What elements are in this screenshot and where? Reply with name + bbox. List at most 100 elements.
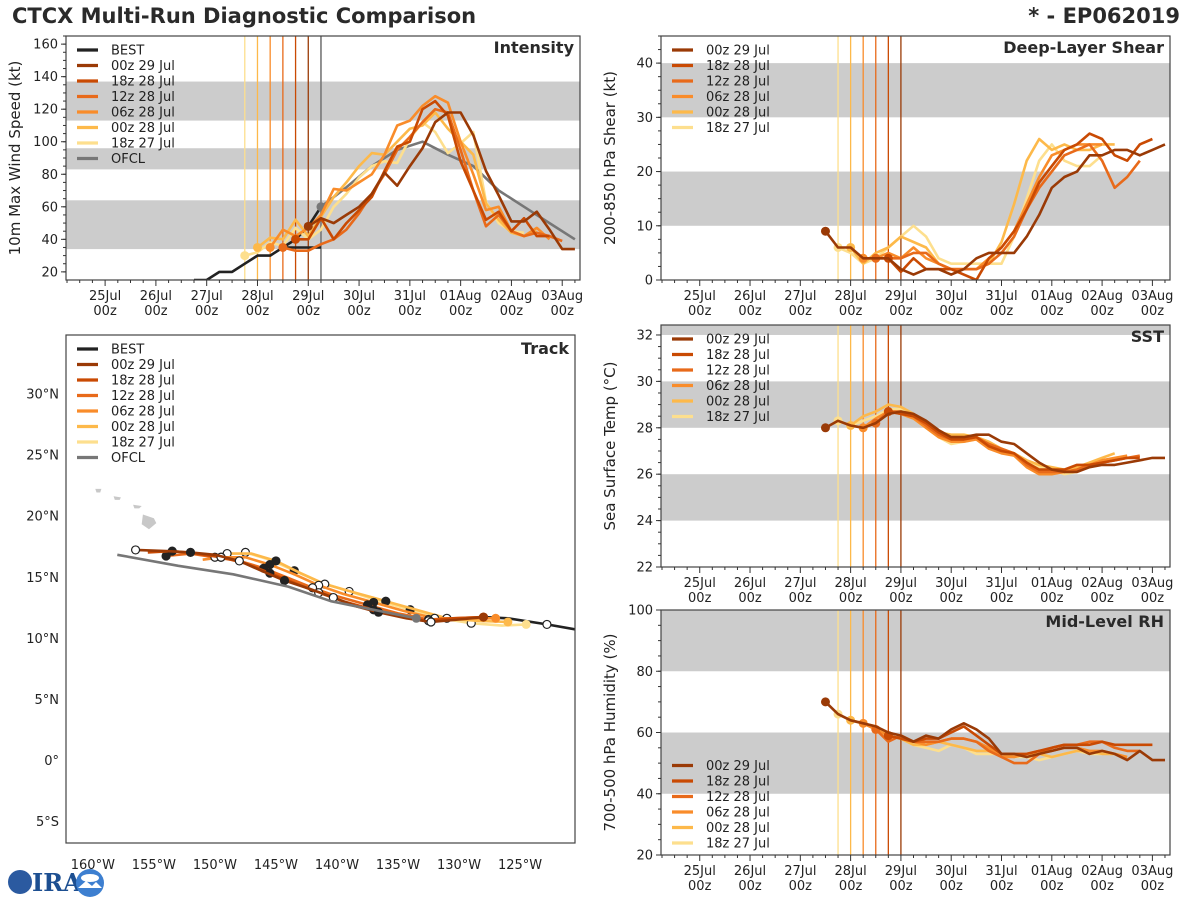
shaded-band	[66, 148, 580, 170]
legend-label: 18z 27 Jul	[706, 410, 770, 425]
y-tick-label: 80	[636, 665, 653, 680]
land-kauai	[95, 488, 102, 493]
y-tick-label: 80	[41, 168, 58, 183]
panel-title: Track	[521, 339, 569, 358]
panel-shear: 0 10 20 30 40 25Jul 00z 26Jul 00z 27Jul 00z 28Jul 00…	[601, 35, 1173, 319]
legend-label: 18z 28 Jul	[706, 775, 770, 790]
init-marker	[278, 242, 288, 252]
x-tick-label: 25Jul 00z	[684, 864, 716, 894]
x-tick-label: 29Jul 00z	[292, 289, 324, 319]
y-tick-label: 5°S	[36, 815, 59, 830]
x-tick-label: 31Jul 00z	[985, 576, 1017, 606]
x-tick-label: 30Jul 00z	[935, 289, 967, 319]
y-tick-label: 20°N	[26, 510, 59, 525]
legend-label: 12z 28 Jul	[111, 389, 175, 404]
shaded-band	[661, 474, 1170, 521]
y-tick-label: 10	[636, 219, 653, 234]
init-marker	[820, 423, 830, 433]
panel-title: Mid-Level RH	[1045, 612, 1164, 631]
axes-frame	[65, 334, 576, 844]
x-tick-label: 03Aug 00z	[1131, 289, 1173, 319]
y-tick-label: 100	[628, 604, 653, 619]
storm-id: * - EP062019	[1028, 4, 1180, 28]
x-tick-label: 31Jul 00z	[985, 864, 1017, 894]
land-hawaii-big-island	[141, 514, 157, 530]
shaded-band	[661, 63, 1170, 118]
shaded-band	[661, 171, 1170, 226]
legend-label: 18z 28 Jul	[706, 59, 770, 74]
x-tick-label: 26Jul 00z	[734, 864, 766, 894]
logo-emblem-icon	[76, 869, 104, 897]
panel-track: 160°W 155°W 150°W 145°W 140°W 135°W 130°W 125°W…	[26, 334, 576, 873]
series-group	[820, 132, 1166, 280]
x-tick-label: 01Aug 00z	[1031, 864, 1073, 894]
x-tick-label: 02Aug 00z	[1081, 289, 1123, 319]
x-tick-label: 03Aug 00z	[1131, 864, 1173, 894]
legend-label: 00z 28 Jul	[706, 821, 770, 836]
series-line-00z-29-jul	[824, 700, 1165, 762]
x-tick-label: 135°W	[376, 858, 420, 873]
x-tick-label: 130°W	[437, 858, 481, 873]
x-tick-label: 29Jul 00z	[885, 864, 917, 894]
x-tick-label: 27Jul 00z	[784, 576, 816, 606]
series-line-00z-29-jul	[824, 410, 1165, 474]
y-axis-label: 700-500 hPa Humidity (%)	[601, 633, 619, 831]
legend-label: 12z 28 Jul	[111, 90, 175, 105]
cira-logo-icon: IRA	[4, 866, 108, 898]
logo-text: IRA	[32, 868, 82, 897]
series-line-18z-28-jul	[887, 725, 1153, 756]
y-tick-label: 140	[33, 70, 58, 85]
series-line-12z-28-jul	[875, 143, 1141, 271]
track-init-marker	[521, 619, 531, 629]
track-init-marker	[491, 613, 501, 623]
legend-label: 18z 27 Jul	[706, 837, 770, 852]
x-tick-label: 160°W	[71, 858, 115, 873]
y-axis-label: 200-850 hPa Shear (kt)	[601, 71, 619, 245]
y-tick-label: 160	[33, 38, 58, 53]
track-line-ofcl	[117, 553, 417, 620]
y-tick-label: 22	[636, 561, 653, 576]
track-day-marker	[185, 547, 196, 557]
x-tick-label: 26Jul 00z	[140, 289, 172, 319]
series-line-12z-28-jul	[282, 107, 563, 252]
x-tick-label: 27Jul 00z	[784, 864, 816, 894]
y-tick-label: 24	[636, 514, 653, 529]
globe-icon	[8, 870, 32, 894]
legend-label: 12z 28 Jul	[706, 364, 770, 379]
legend-label: 00z 29 Jul	[706, 44, 770, 59]
y-tick-label: 0	[645, 274, 653, 289]
panel-sst: 22 24 26 28 30 32 25Jul 00z 26Jul 00z 27Jul 00z 28Ju…	[601, 324, 1173, 606]
x-tick-label: 02Aug 00z	[1081, 864, 1123, 894]
x-tick-label: 31Jul 00z	[394, 289, 426, 319]
legend-label: 00z 28 Jul	[706, 106, 770, 121]
init-marker	[291, 234, 301, 244]
series-group	[820, 403, 1165, 476]
legend-label: OFCL	[111, 451, 146, 466]
y-tick-label: 30	[636, 375, 653, 390]
y-axis-label: 10m Max Wind Speed (kt)	[6, 61, 24, 256]
track-init-marker	[503, 617, 513, 627]
y-tick-label: 5°N	[35, 693, 60, 708]
series-line-best	[194, 246, 321, 280]
y-tick-label: 40	[636, 57, 653, 72]
y-tick-label: 10°N	[26, 632, 59, 647]
x-tick-label: 02Aug 00z	[1081, 576, 1123, 606]
init-marker	[820, 226, 830, 236]
y-axis-label: Sea Surface Temp (°C)	[601, 361, 619, 530]
legend-label: BEST	[111, 44, 144, 59]
series-line-12z-28-jul	[874, 728, 1140, 765]
legend-label: 00z 28 Jul	[111, 420, 175, 435]
y-tick-label: 60	[636, 726, 653, 741]
x-tick-label: 25Jul 00z	[684, 289, 716, 319]
init-marker	[252, 242, 262, 252]
x-tick-label: 29Jul 00z	[885, 289, 917, 319]
y-tick-label: 100	[33, 135, 58, 150]
legend-label: 12z 28 Jul	[706, 75, 770, 90]
legend-label: 06z 28 Jul	[111, 106, 175, 121]
y-tick-label: 20	[636, 165, 653, 180]
x-tick-label: 30Jul 00z	[935, 576, 967, 606]
y-tick-label: 40	[41, 233, 58, 248]
